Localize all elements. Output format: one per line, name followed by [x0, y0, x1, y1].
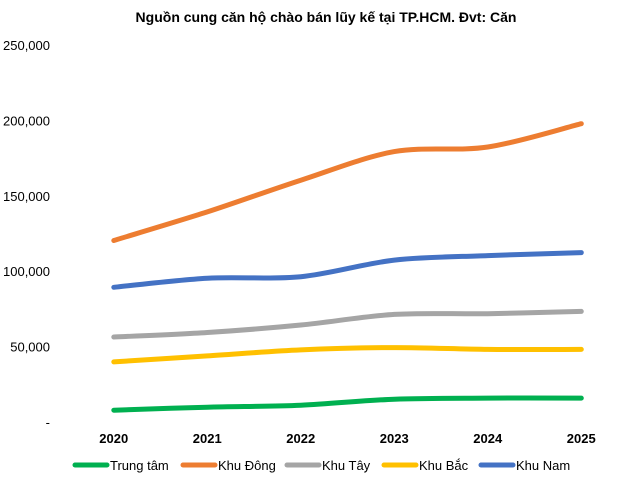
legend: Trung tâm Khu Đông Khu Tây Khu Bắc Khu Nam: [72, 458, 570, 473]
legend-label: Khu Đông: [218, 458, 276, 473]
legend-label: Khu Tây: [322, 458, 371, 473]
series-line: [111, 345, 584, 365]
y-tick-label: 50,000: [10, 340, 50, 355]
chart-title: Nguồn cung căn hộ chào bán lũy kế tại TP…: [136, 9, 517, 25]
series-line: [111, 250, 584, 290]
y-tick-label: -: [46, 415, 50, 430]
series-line: [111, 395, 584, 413]
x-axis: 2020 2021 2022 2023 2024 2025: [99, 431, 595, 446]
series-line: [111, 121, 584, 243]
x-tick-label: 2024: [473, 431, 503, 446]
y-tick-label: 200,000: [3, 113, 50, 128]
series-lines: [111, 121, 584, 413]
legend-label: Khu Nam: [516, 458, 570, 473]
legend-label: Khu Bắc: [419, 458, 469, 473]
x-tick-label: 2025: [567, 431, 596, 446]
y-axis: - 50,000 100,000 150,000 200,000 250,000: [3, 38, 50, 430]
legend-label: Trung tâm: [110, 458, 169, 473]
x-tick-label: 2021: [193, 431, 222, 446]
y-tick-label: 250,000: [3, 38, 50, 53]
series-line: [111, 308, 584, 340]
x-tick-label: 2020: [99, 431, 128, 446]
y-tick-label: 150,000: [3, 189, 50, 204]
x-tick-label: 2022: [286, 431, 315, 446]
y-tick-label: 100,000: [3, 264, 50, 279]
x-tick-label: 2023: [380, 431, 409, 446]
